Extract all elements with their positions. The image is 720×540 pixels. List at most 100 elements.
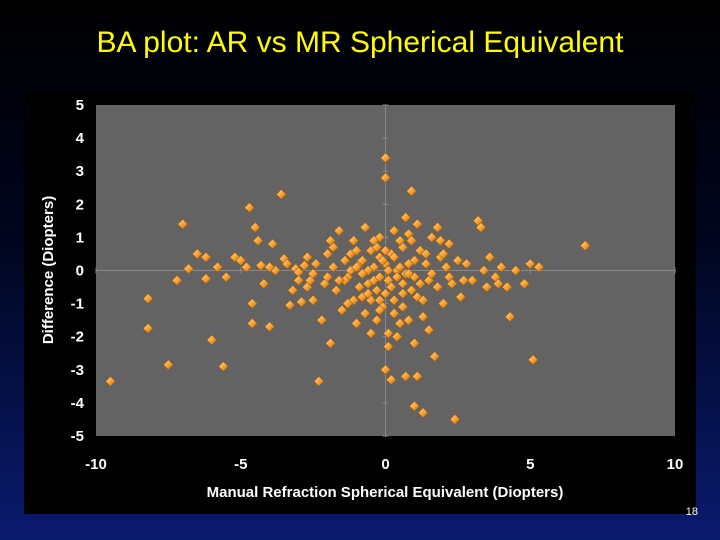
data-point (409, 337, 420, 349)
data-point (417, 294, 429, 306)
data-point (162, 359, 174, 371)
data-point (429, 351, 441, 362)
data-point (388, 294, 400, 306)
data-point (287, 284, 299, 296)
data-point (336, 304, 348, 316)
data-point (466, 275, 478, 286)
y-tick-label: -2 (71, 329, 84, 346)
data-point (246, 298, 258, 310)
data-point (351, 318, 362, 329)
data-point (105, 375, 116, 387)
x-tick-label: 10 (667, 456, 684, 473)
data-point (391, 271, 403, 283)
data-point (252, 235, 264, 247)
chart-panel: 5 4 3 2 1 0 -1 -2 -3 -4 -5 -10 -5 0 5 10 Manual Refrac… (24, 90, 696, 514)
data-point (391, 331, 403, 343)
data-point (330, 284, 342, 296)
data-point (452, 255, 464, 266)
data-point (403, 268, 415, 280)
data-point (354, 281, 365, 293)
data-point (411, 370, 423, 382)
data-point (579, 240, 591, 252)
x-tick-label: -10 (85, 456, 107, 473)
data-point (382, 327, 394, 339)
data-point (327, 261, 339, 273)
data-point (394, 261, 406, 273)
x-tick-label: -5 (234, 456, 247, 473)
data-point (212, 261, 224, 273)
data-point (449, 414, 461, 425)
data-point (264, 261, 276, 273)
data-point (356, 255, 368, 266)
data-point (316, 314, 328, 326)
data-point (177, 218, 189, 230)
data-point (322, 271, 334, 283)
y-tick-label: 5 (76, 97, 84, 114)
data-point (406, 235, 417, 247)
y-tick-label: 1 (76, 229, 84, 246)
y-tick-label: 4 (76, 130, 85, 147)
data-point (394, 318, 406, 329)
data-point (388, 225, 400, 237)
data-point (394, 235, 406, 247)
data-point (365, 327, 377, 339)
data-point (374, 271, 386, 283)
data-point (519, 278, 530, 290)
y-tick-labels: 5 4 3 2 1 0 -1 -2 -3 -4 -5 (71, 97, 85, 445)
y-tick-label: -1 (71, 296, 84, 313)
data-point (183, 263, 195, 275)
data-point (342, 298, 354, 310)
data-point (348, 235, 360, 247)
data-point (461, 258, 472, 270)
data-point (475, 222, 487, 233)
data-point (481, 281, 493, 293)
data-point (420, 248, 432, 260)
data-point (458, 275, 470, 286)
data-point (533, 261, 545, 273)
data-point (385, 374, 397, 386)
data-point (142, 293, 154, 305)
data-point (307, 294, 319, 306)
y-tick-label: 0 (76, 263, 84, 280)
data-point (492, 278, 504, 290)
x-tick-label: 5 (526, 456, 534, 473)
data-point (310, 258, 322, 270)
data-point (293, 275, 305, 286)
data-point (322, 248, 334, 260)
data-point (380, 364, 391, 376)
data-point (275, 188, 287, 200)
data-point (417, 407, 429, 419)
data-point (359, 308, 371, 319)
y-axis-title: Difference (Diopters) (40, 196, 57, 344)
data-point (440, 261, 452, 273)
data-point (241, 261, 252, 273)
data-point (217, 361, 229, 372)
data-point (400, 212, 412, 223)
data-point (333, 225, 345, 237)
data-point (142, 323, 154, 334)
slide-title: BA plot: AR vs MR Spherical Equivalent (96, 26, 624, 59)
y-tick-label: -5 (71, 428, 84, 445)
data-point (374, 304, 386, 316)
data-point (351, 261, 362, 273)
data-point (351, 245, 362, 257)
data-point (406, 284, 417, 296)
data-point (191, 248, 203, 260)
data-point (403, 314, 415, 326)
data-point (200, 251, 212, 263)
data-point (220, 271, 232, 283)
data-point (301, 251, 313, 263)
data-point (388, 308, 400, 319)
data-point (388, 251, 400, 263)
data-point (284, 299, 296, 311)
data-point (426, 231, 438, 243)
data-point (380, 288, 391, 300)
data-point (377, 255, 389, 266)
data-point (495, 261, 507, 273)
y-tick-label: -4 (71, 395, 85, 412)
data-point (235, 255, 247, 266)
data-point (432, 281, 444, 293)
data-point (244, 202, 255, 214)
data-point (255, 260, 267, 271)
